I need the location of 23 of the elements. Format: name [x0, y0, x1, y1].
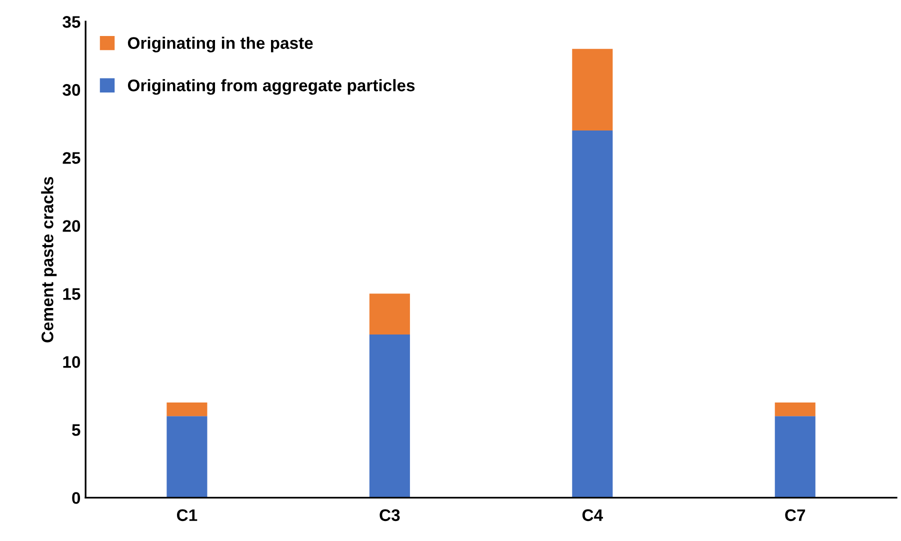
bar	[774, 402, 816, 416]
y-axis-title: Cement paste cracks	[41, 176, 57, 342]
bar	[572, 48, 613, 130]
bar	[369, 294, 410, 334]
y-tick-label: 20	[62, 220, 80, 232]
y-tick-label: 10	[63, 356, 80, 368]
y-tick-label: 35	[62, 16, 80, 28]
x-tick-label: C7	[785, 509, 806, 522]
x-tick-label: C1	[176, 509, 198, 522]
y-tick-label: 15	[63, 288, 80, 300]
y-tick-label: 0	[72, 492, 80, 504]
y-tick-label: 25	[62, 152, 80, 164]
bar	[369, 334, 410, 498]
x-tick-label: C3	[380, 509, 400, 522]
bar	[774, 416, 816, 498]
y-tick-label: 30	[62, 84, 80, 96]
bar	[166, 402, 208, 416]
legend-label: Originating in the paste	[128, 36, 313, 52]
x-tick-label: C4	[582, 509, 603, 522]
legend-label: Originating from aggregate particles	[128, 79, 415, 95]
y-tick-label: 5	[72, 424, 80, 436]
bar	[166, 416, 208, 498]
bar	[572, 130, 613, 498]
